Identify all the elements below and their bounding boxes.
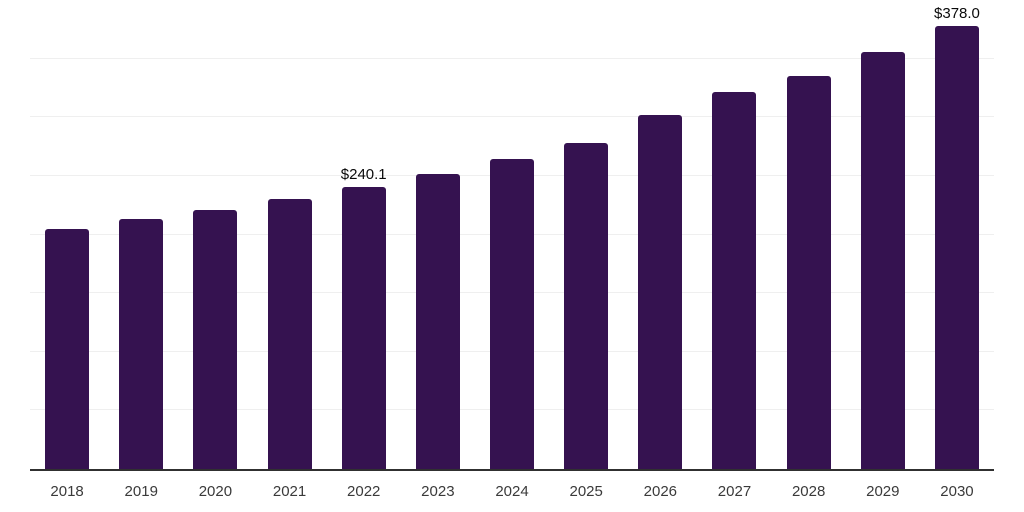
x-axis-label-2018: 2018: [50, 483, 84, 500]
bar-column-2018: [30, 0, 104, 469]
bar-column-2027: [697, 0, 771, 469]
bar-2018: [45, 229, 90, 469]
gridline-300: [30, 116, 994, 118]
x-axis-label-2030: 2030: [940, 483, 974, 500]
bar-column-2022: $240.1: [327, 0, 401, 469]
bar-column-2019: [104, 0, 178, 469]
x-axis-label-2019: 2019: [124, 483, 158, 500]
x-axis-label-2020: 2020: [198, 483, 233, 500]
plot-area: $240.1 $378.0: [30, 0, 994, 471]
x-axis-label-2022: 2022: [347, 483, 381, 500]
bar-2021: [267, 199, 312, 469]
bar-value-label-2022: $240.1: [340, 166, 387, 184]
bar-2023: [415, 174, 460, 469]
bar-column-2028: [772, 0, 846, 469]
bar-2026: [638, 115, 683, 469]
bar-column-2026: [623, 0, 697, 469]
chart-area: $240.1 $378.0 2018 2019 2020 2021 2022 2023 202…: [30, 0, 994, 512]
bar-2022: [341, 187, 386, 469]
x-axis-label-2028: 2028: [791, 483, 826, 500]
bar-column-2023: [401, 0, 475, 469]
x-axis-label-2026: 2026: [643, 483, 678, 500]
x-axis-label-2024: 2024: [495, 483, 529, 500]
bar-column-2021: [252, 0, 326, 469]
bar-2020: [193, 209, 238, 469]
bar-2028: [786, 76, 831, 469]
bar-2030: [934, 25, 979, 469]
bar-2029: [860, 51, 905, 469]
x-axis-label-2025: 2025: [569, 483, 603, 500]
bar-2027: [712, 92, 757, 469]
bar-column-2029: [846, 0, 920, 469]
x-axis-label-2021: 2021: [272, 483, 307, 500]
x-axis-label-2027: 2027: [717, 483, 752, 500]
x-axis-label-2029: 2029: [866, 483, 900, 500]
bar-column-2030: $378.0: [920, 0, 994, 469]
x-axis-labels: 2018 2019 2020 2021 2022 2023 2024 2025 2026 2027…: [30, 471, 994, 500]
bar-column-2020: [178, 0, 252, 469]
bar-2024: [490, 159, 535, 469]
bar-2025: [564, 142, 609, 469]
bar-column-2024: [475, 0, 549, 469]
bar-2019: [119, 219, 164, 469]
bar-column-2025: [549, 0, 623, 469]
x-axis-label-2023: 2023: [421, 483, 455, 500]
gridline-350: [30, 57, 994, 59]
bars-container: $240.1 $378.0: [30, 0, 994, 469]
bar-value-label-2030: $378.0: [934, 4, 980, 22]
